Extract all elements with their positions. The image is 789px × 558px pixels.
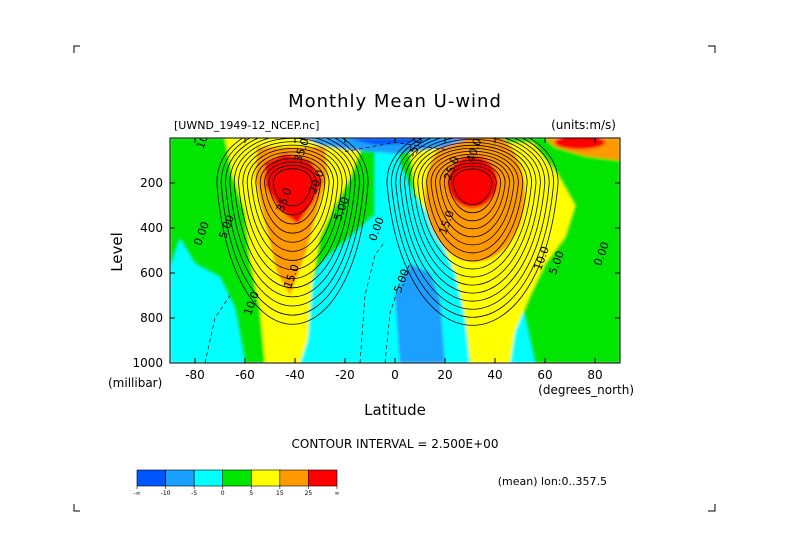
contour-line (268, 164, 317, 216)
contour-line (220, 138, 365, 316)
contour-line (452, 168, 493, 206)
x-units: (degrees_north) (538, 383, 634, 397)
y-axis-title: Level (108, 232, 126, 272)
colorbar-label: 25 (305, 490, 313, 497)
contour-interval-note: CONTOUR INTERVAL = 2.500E+00 (292, 437, 499, 451)
negative-contour-line (204, 295, 231, 363)
contour-line (395, 138, 550, 310)
region-red-north (447, 156, 498, 208)
colorbar-swatch (279, 469, 309, 487)
contour-line (399, 138, 546, 302)
y-axis: 200 400 600 800 1000 (132, 176, 620, 370)
colorbar-swatch (193, 469, 224, 487)
mean-lon-note: (mean) lon:0..357.5 (498, 475, 607, 488)
colorbar-swatch (136, 469, 166, 487)
x-tick-label: -80 (185, 368, 205, 382)
contour-line (448, 165, 497, 213)
contour-line (421, 147, 524, 262)
contour-line (430, 153, 515, 246)
contour-line (238, 141, 347, 279)
colorbar-swatch (308, 469, 338, 487)
y-tick-label: 400 (140, 221, 163, 235)
region-cyan-antarctic (170, 239, 245, 363)
x-tick-label: -20 (335, 368, 355, 382)
colorbar-label: 15 (276, 490, 284, 497)
negative-contour-line (384, 263, 411, 363)
colorbar-swatch (250, 469, 281, 487)
contour-line (251, 151, 334, 252)
x-tick-label: 40 (487, 368, 502, 382)
region-blue-top (305, 138, 470, 154)
contour-line (272, 168, 313, 207)
contour-line (412, 141, 533, 278)
contour-line (443, 162, 502, 221)
y-tick-label: 800 (140, 311, 163, 325)
x-tick-label: 20 (437, 368, 452, 382)
contour-line (390, 138, 555, 318)
y-tick-label: 600 (140, 266, 163, 280)
y-units: (millibar) (108, 376, 162, 390)
region-red-strato (555, 138, 605, 150)
x-tick-label: 60 (537, 368, 552, 382)
colorbar-swatch (222, 469, 252, 487)
colorbar-label: -10 (161, 490, 171, 497)
colorbar-swatch (165, 469, 195, 487)
contour-line (439, 159, 506, 230)
x-tick-label: 80 (587, 368, 602, 382)
chart-title: Monthly Mean U-wind (288, 91, 502, 112)
x-axis-title: Latitude (364, 401, 426, 419)
y-tick-label: 200 (140, 176, 163, 190)
units-label: (units:m/s) (551, 118, 616, 132)
colorbar: -∞ -10 -5 0 5 15 25 ∞ (133, 469, 340, 497)
file-label: [UWND_1949-12_NCEP.nc] (174, 119, 319, 132)
contour-line (435, 156, 510, 238)
contour-line (225, 138, 360, 307)
contour-field: 0.00 0.000.005.005.005.005.0010.010.010.0… (170, 138, 620, 363)
contour-line (246, 148, 339, 261)
corner-marks (73, 45, 716, 512)
contour-line (408, 138, 537, 286)
contour-line (216, 138, 369, 325)
contour-line (242, 144, 343, 270)
contour-line (259, 158, 326, 234)
x-tick-label: -60 (235, 368, 255, 382)
contour-line (233, 138, 352, 289)
contour-line (386, 138, 559, 326)
contour-line (255, 154, 330, 243)
region-deepblue-top (345, 138, 433, 145)
colorbar-label: 5 (249, 490, 253, 497)
colorbar-label: ∞ (335, 490, 340, 497)
contour-line (404, 138, 541, 294)
contour-line (229, 138, 356, 298)
colorbar-label: 0 (221, 490, 225, 497)
x-tick-label: 0 (391, 368, 399, 382)
colorbar-label: -5 (191, 490, 197, 497)
contour-fill-layers (170, 138, 620, 363)
contour-line (426, 150, 519, 254)
y-tick-label: 1000 (132, 356, 163, 370)
x-tick-label: -40 (285, 368, 305, 382)
contour-line (417, 145, 528, 270)
contour-line (264, 161, 321, 225)
colorbar-label: -∞ (133, 490, 140, 497)
contour-lines (216, 138, 559, 326)
x-axis: -80 -60 -40 -20 0 20 40 60 80 (185, 138, 603, 382)
